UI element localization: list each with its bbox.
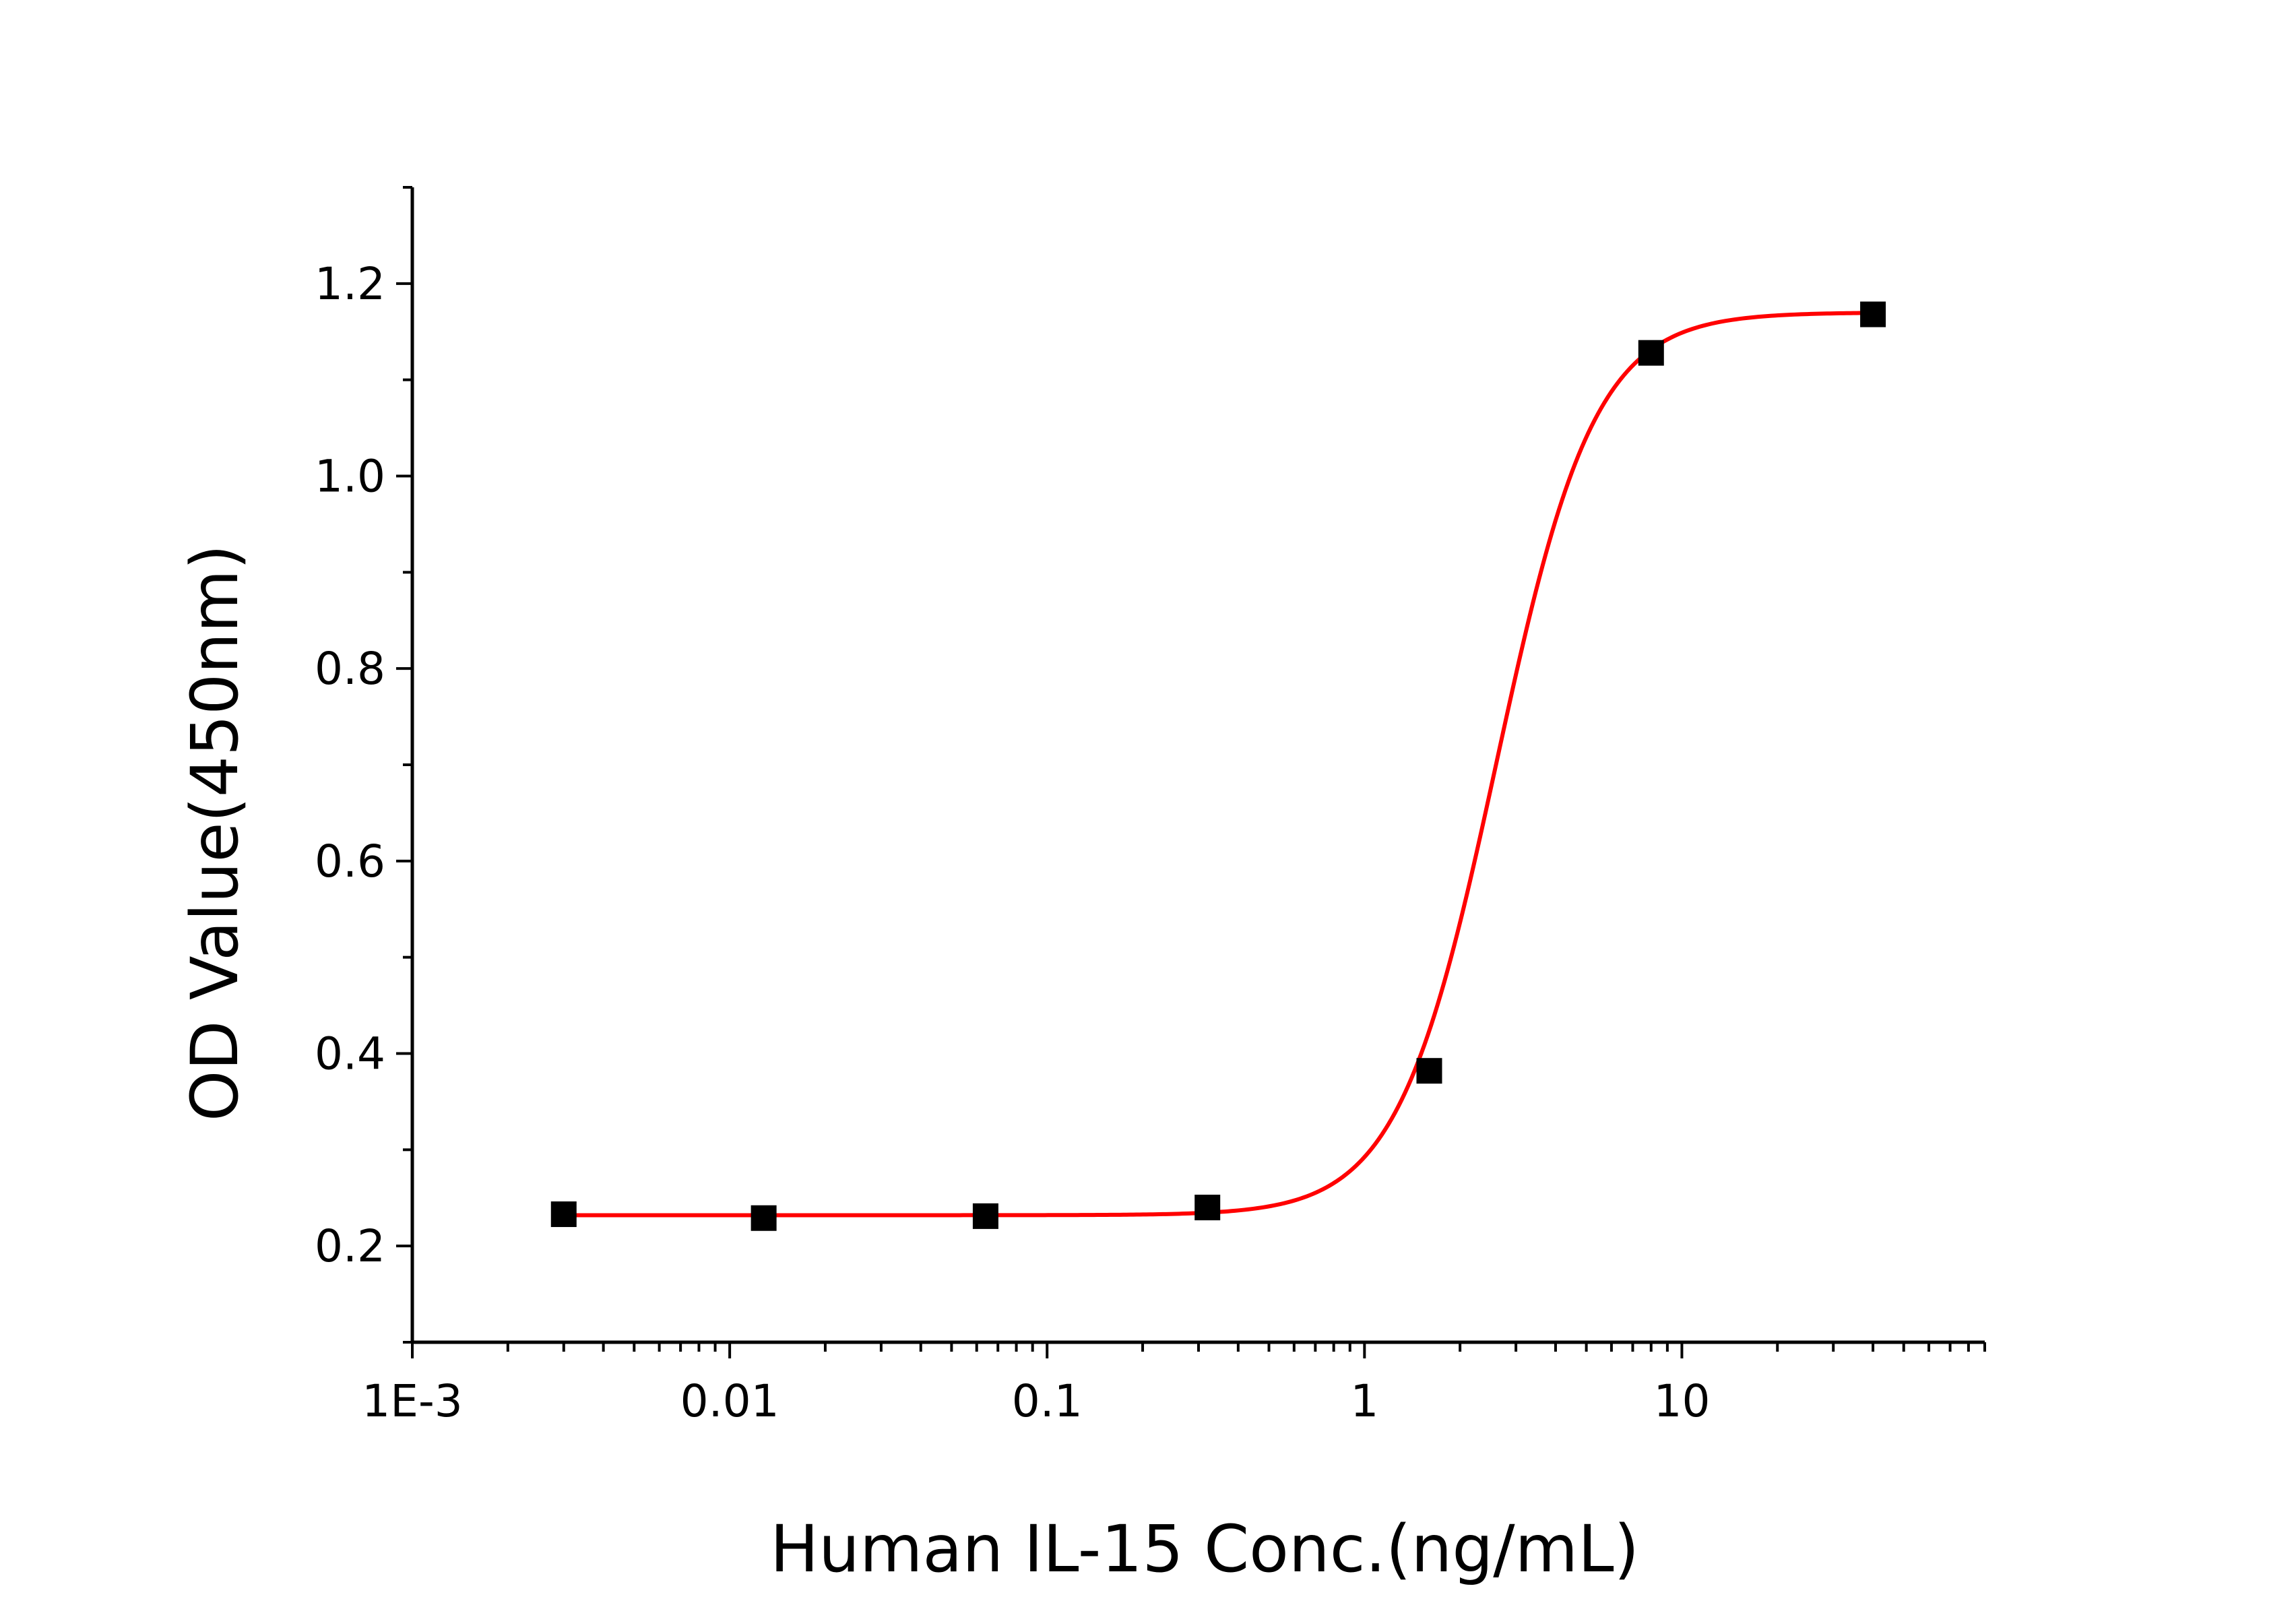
data-point — [550, 1201, 577, 1228]
y-axis-ticks: 0.2 0.4 0.6 0.8 1.0 1.2 — [315, 186, 412, 1344]
y-tick-label: 0.2 — [315, 1220, 385, 1272]
x-tick-label: 0.1 — [1012, 1375, 1083, 1427]
x-axis-ticks: 1E-3 0.01 0.1 1 10 — [362, 1342, 1986, 1427]
axes — [410, 187, 1985, 1344]
y-tick-label: 1.0 — [315, 451, 385, 503]
data-points — [550, 301, 1886, 1231]
x-tick-label: 1E-3 — [362, 1375, 463, 1427]
data-point — [1194, 1195, 1221, 1221]
y-tick-label: 0.4 — [315, 1028, 385, 1080]
x-tick-label: 1 — [1350, 1375, 1378, 1427]
x-tick-label: 0.01 — [680, 1375, 779, 1427]
y-tick-label: 1.2 — [315, 258, 385, 310]
y-tick-label: 0.6 — [315, 836, 385, 887]
data-point — [1860, 301, 1886, 327]
x-axis-title: Human IL-15 Conc.(ng/mL) — [770, 1511, 1639, 1587]
data-point — [751, 1205, 777, 1231]
data-point — [1416, 1058, 1442, 1084]
data-point — [1638, 340, 1664, 366]
x-tick-label: 10 — [1653, 1375, 1710, 1427]
y-tick-label: 0.8 — [315, 643, 385, 695]
data-point — [972, 1203, 998, 1229]
y-axis-title: OD Value(450nm) — [177, 544, 253, 1121]
fit-curve — [563, 311, 1874, 1218]
